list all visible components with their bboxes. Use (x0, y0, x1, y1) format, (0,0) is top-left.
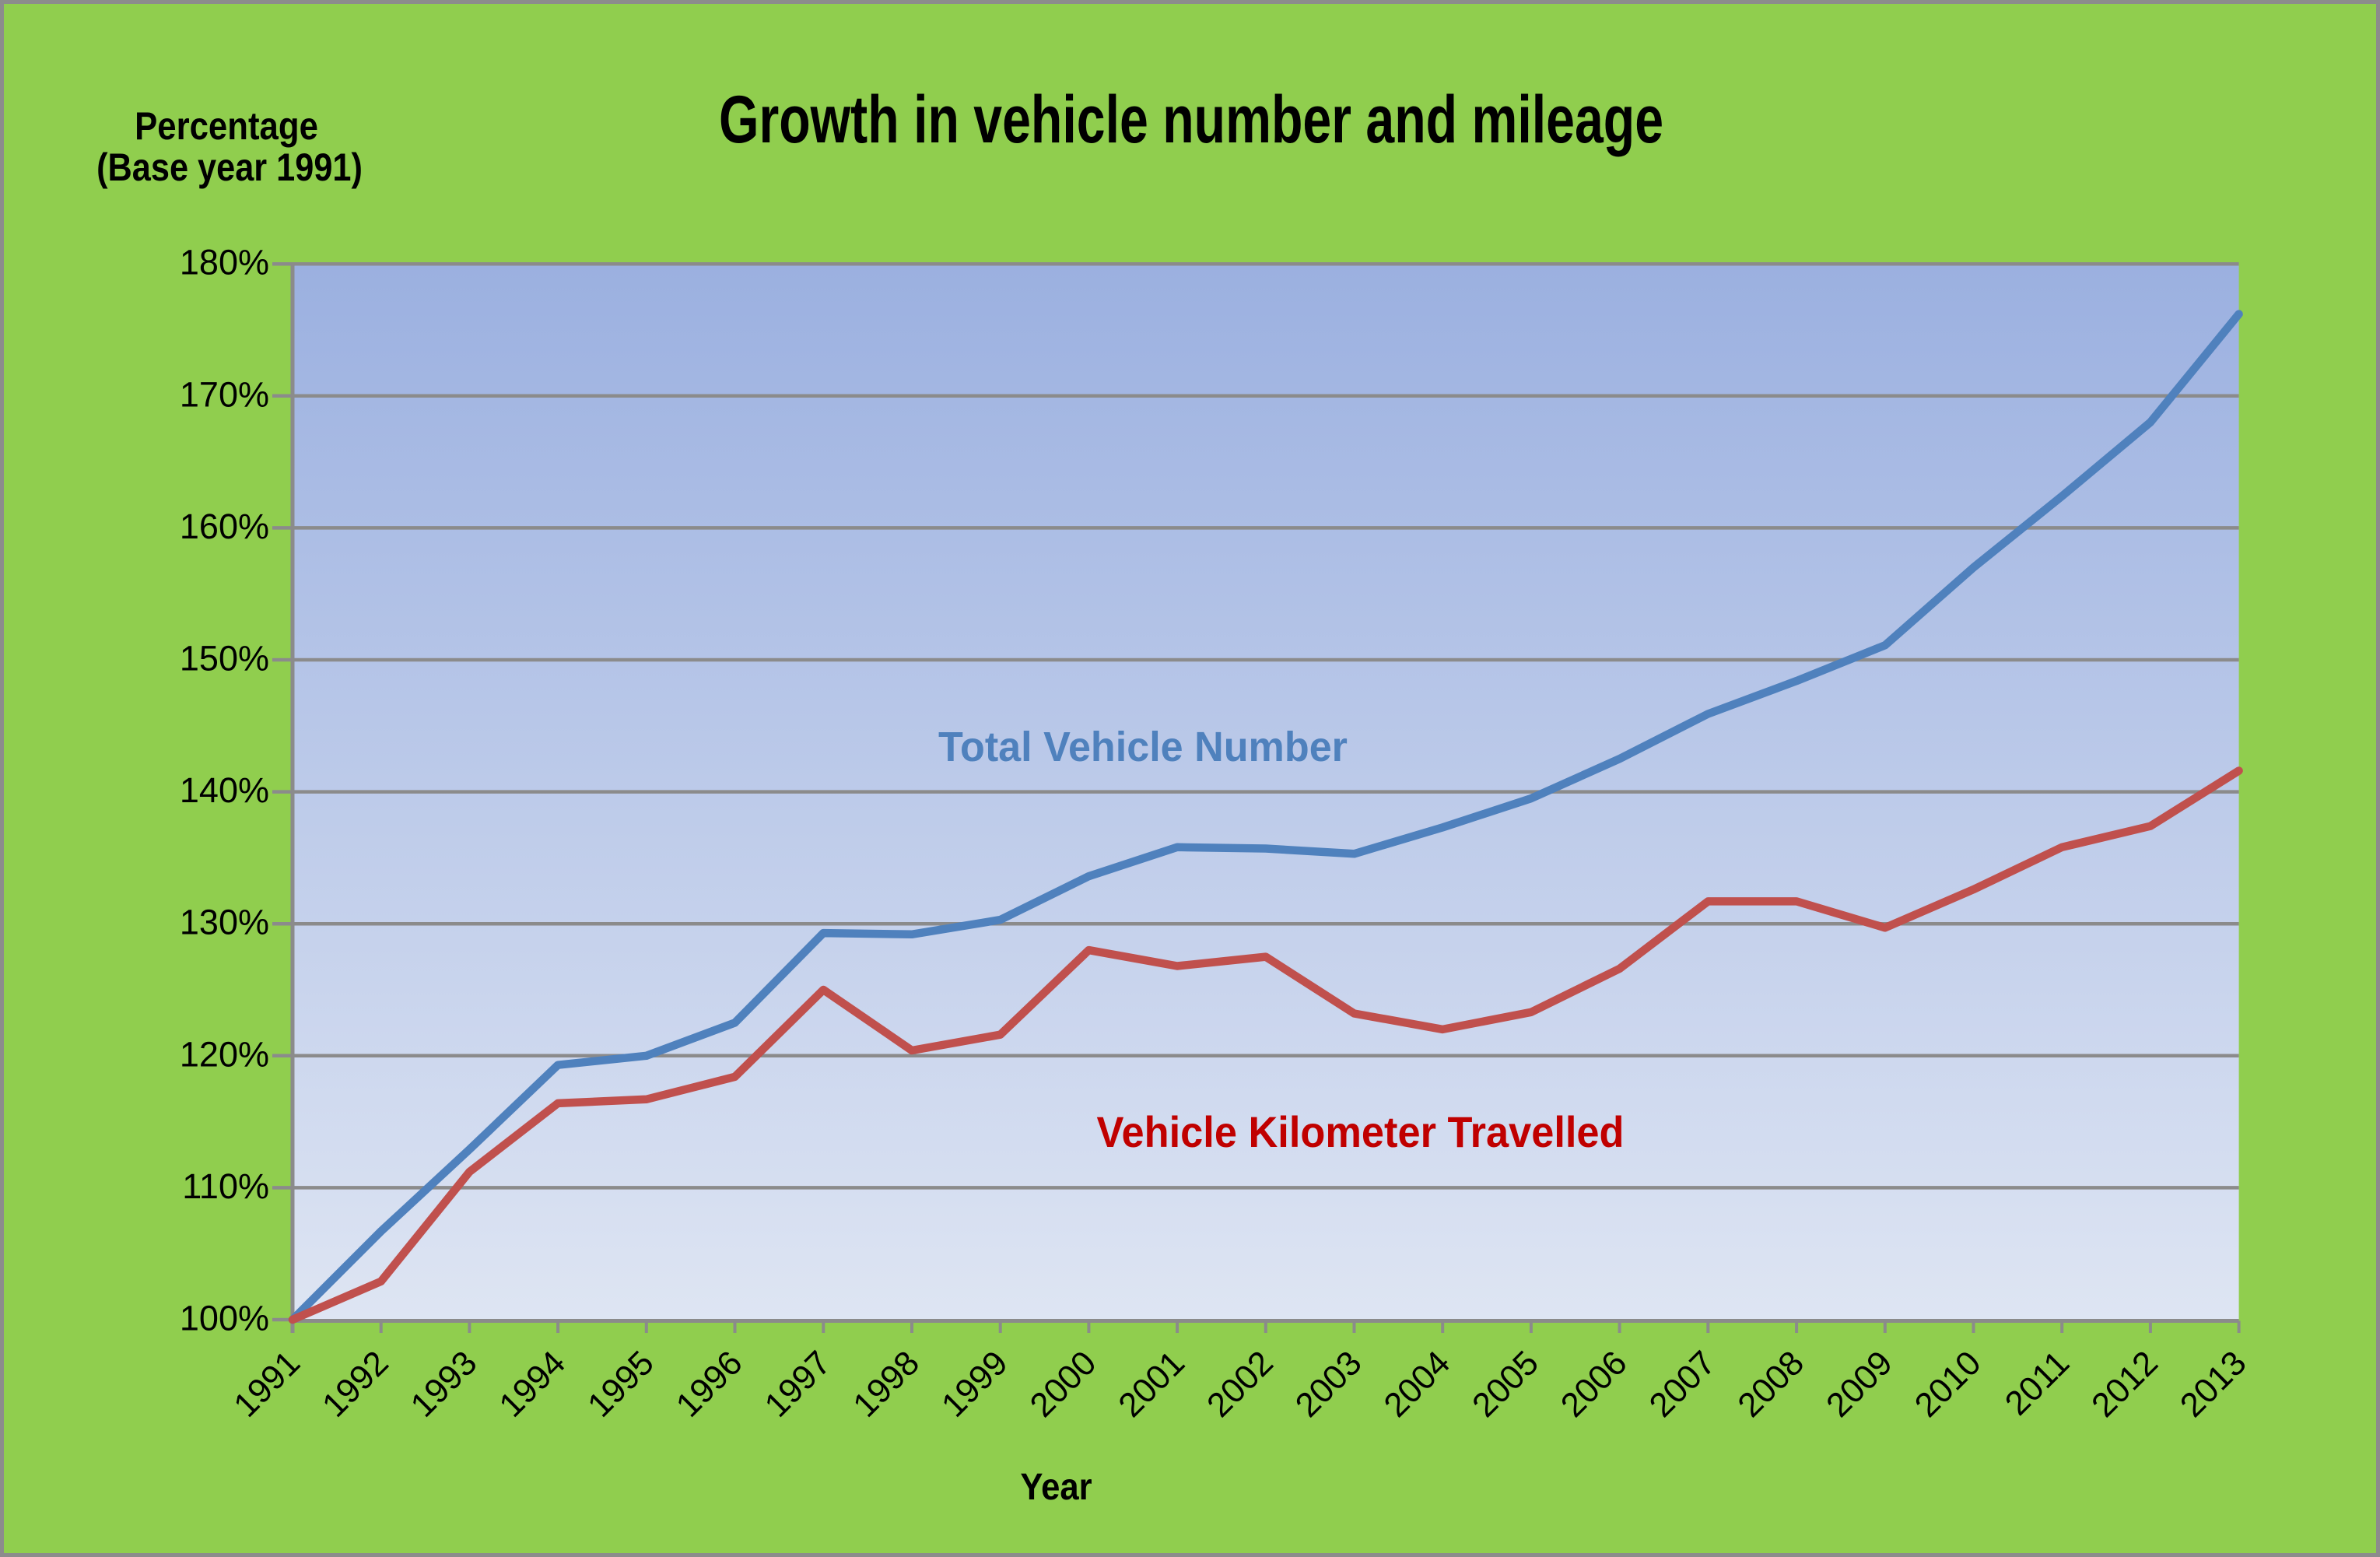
svg-text:110%: 110% (182, 1166, 269, 1206)
svg-text:Total Vehicle Number: Total Vehicle Number (938, 724, 1348, 770)
svg-text:Vehicle Kilometer Travelled: Vehicle Kilometer Travelled (1096, 1108, 1624, 1156)
svg-text:(Base year 1991): (Base year 1991) (96, 146, 363, 189)
svg-text:180%: 180% (180, 243, 269, 282)
svg-text:150%: 150% (180, 639, 269, 679)
svg-text:140%: 140% (180, 770, 269, 810)
svg-text:Year: Year (1020, 1465, 1092, 1507)
svg-text:170%: 170% (180, 374, 269, 414)
svg-text:130%: 130% (180, 903, 269, 942)
svg-text:160%: 160% (180, 507, 269, 546)
svg-text:120%: 120% (180, 1034, 269, 1074)
svg-text:Percentage: Percentage (135, 103, 318, 147)
svg-text:100%: 100% (180, 1299, 269, 1338)
svg-text:Growth in vehicle number and m: Growth in vehicle number and mileage (719, 83, 1663, 157)
